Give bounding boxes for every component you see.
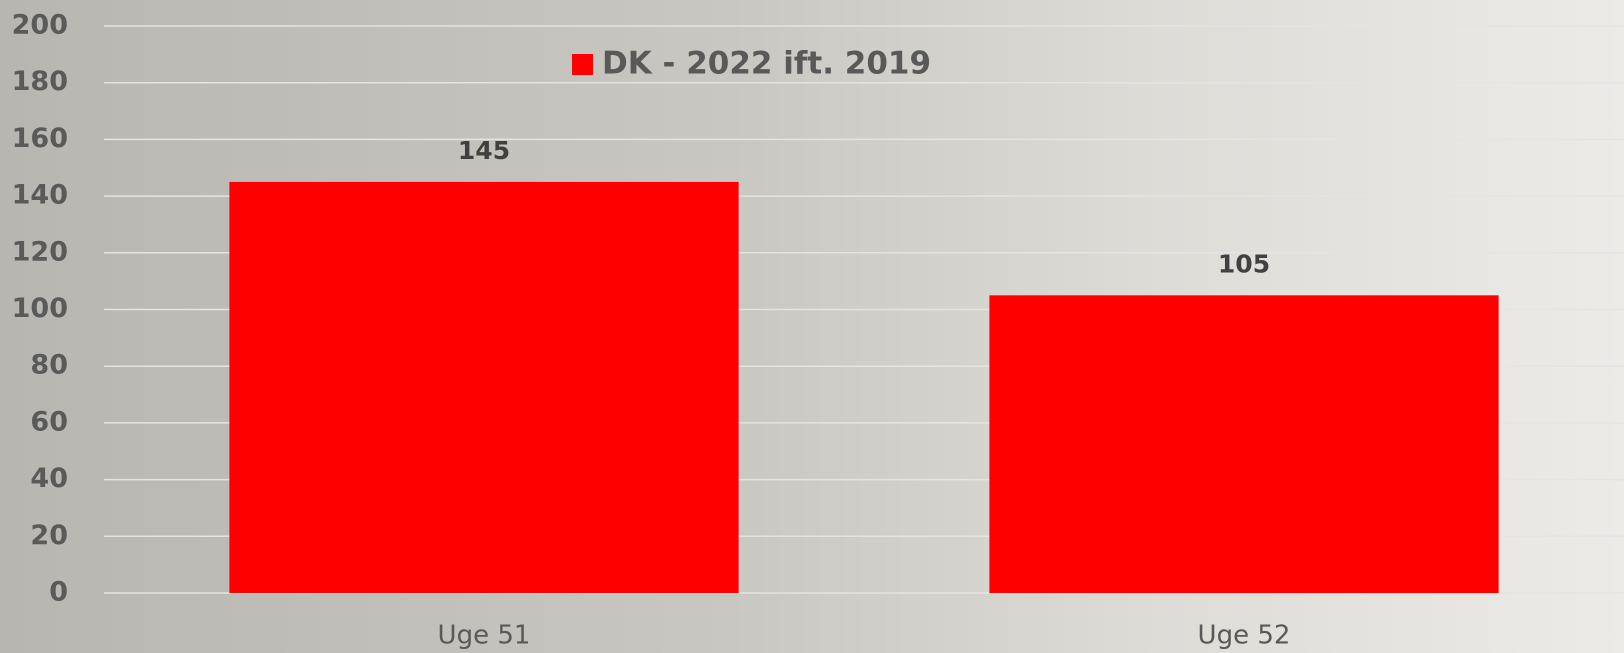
- y-tick-label: 160: [12, 123, 68, 154]
- y-tick-label: 40: [30, 463, 68, 494]
- x-tick-label: Uge 51: [438, 621, 531, 651]
- x-tick-label: Uge 52: [1198, 621, 1291, 651]
- legend-label: DK - 2022 ift. 2019: [602, 46, 931, 82]
- y-tick-label: 140: [12, 180, 68, 211]
- data-label: 105: [1218, 249, 1270, 278]
- bar: [229, 182, 738, 593]
- y-tick-label: 80: [30, 350, 68, 381]
- y-tick-label: 180: [12, 66, 68, 97]
- y-tick-label: 200: [12, 10, 68, 41]
- y-tick-label: 120: [12, 236, 68, 267]
- y-tick-label: 0: [49, 577, 68, 608]
- page: 0 20 40 60 80 100 120 140 160 180 200 Uge 51 145 Uge…: [0, 0, 1624, 653]
- legend-swatch: [572, 54, 593, 75]
- data-label: 145: [458, 136, 510, 165]
- chart: 0 20 40 60 80 100 120 140 160 180 200 Uge 51 145 Uge…: [0, 0, 1624, 653]
- bar: [989, 295, 1498, 593]
- y-tick-label: 100: [12, 293, 68, 324]
- y-tick-label: 20: [30, 520, 68, 551]
- legend: DK - 2022 ift. 2019: [572, 46, 931, 82]
- y-tick-label: 60: [30, 406, 68, 437]
